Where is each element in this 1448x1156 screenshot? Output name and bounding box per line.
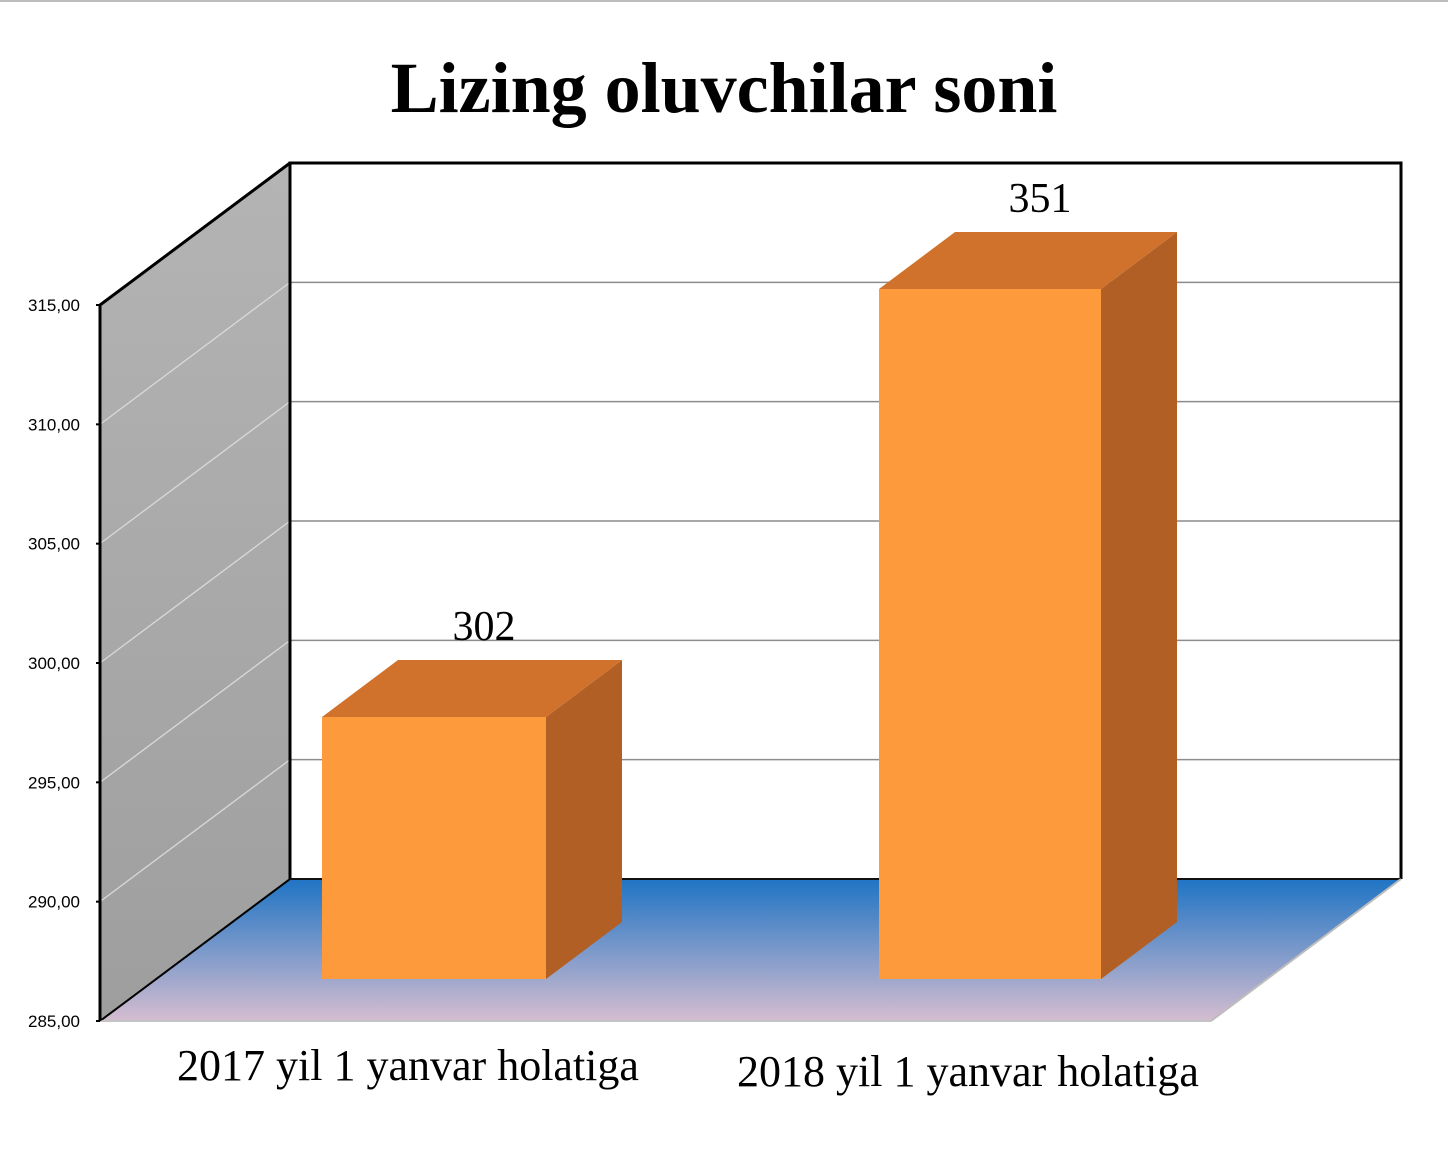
side-gridline [99,639,291,783]
floor-right-edge [1210,878,1402,1022]
side-gridline [99,281,291,425]
bar-1 [322,660,622,979]
bar-top [322,660,622,717]
bar-side [546,660,622,979]
y-tick-label: 290,00 [28,893,80,912]
data-label-1: 302 [453,604,516,650]
bar-side [1101,232,1177,979]
side-gridline [99,401,291,545]
category-label-2: 2018 yil 1 yanvar holatiga [737,1047,1199,1096]
side-gridline [99,759,291,903]
category-label-1: 2017 yil 1 yanvar holatiga [177,1041,639,1090]
side-wall-top-edge [99,161,291,307]
y-tick-label: 285,00 [28,1012,80,1031]
chart-title: Lizing oluvchilar soni [391,48,1058,128]
side-gridline [99,520,291,664]
floor [100,879,1401,1021]
data-label-2: 351 [1009,176,1072,222]
labels: 302 2017 yil 1 yanvar holatiga 351 2018 yil… [177,176,1199,1096]
y-tick-label: 310,00 [28,415,80,434]
y-tick-label: 315,00 [28,296,80,315]
wall-frame [288,161,1403,879]
y-axis-ticks: 285,00 290,00 295,00 300,00 305,00 310,00 315,… [28,296,100,1031]
side-wall-bottom-edge [99,878,291,1022]
bar-top [879,232,1177,289]
y-tick-label: 300,00 [28,654,80,673]
y-tick-label: 305,00 [28,535,80,554]
bars [322,232,1177,979]
y-tick-label: 295,00 [28,773,80,792]
bar-2 [879,232,1177,979]
bar-front [879,289,1101,979]
bar-front [322,717,546,979]
